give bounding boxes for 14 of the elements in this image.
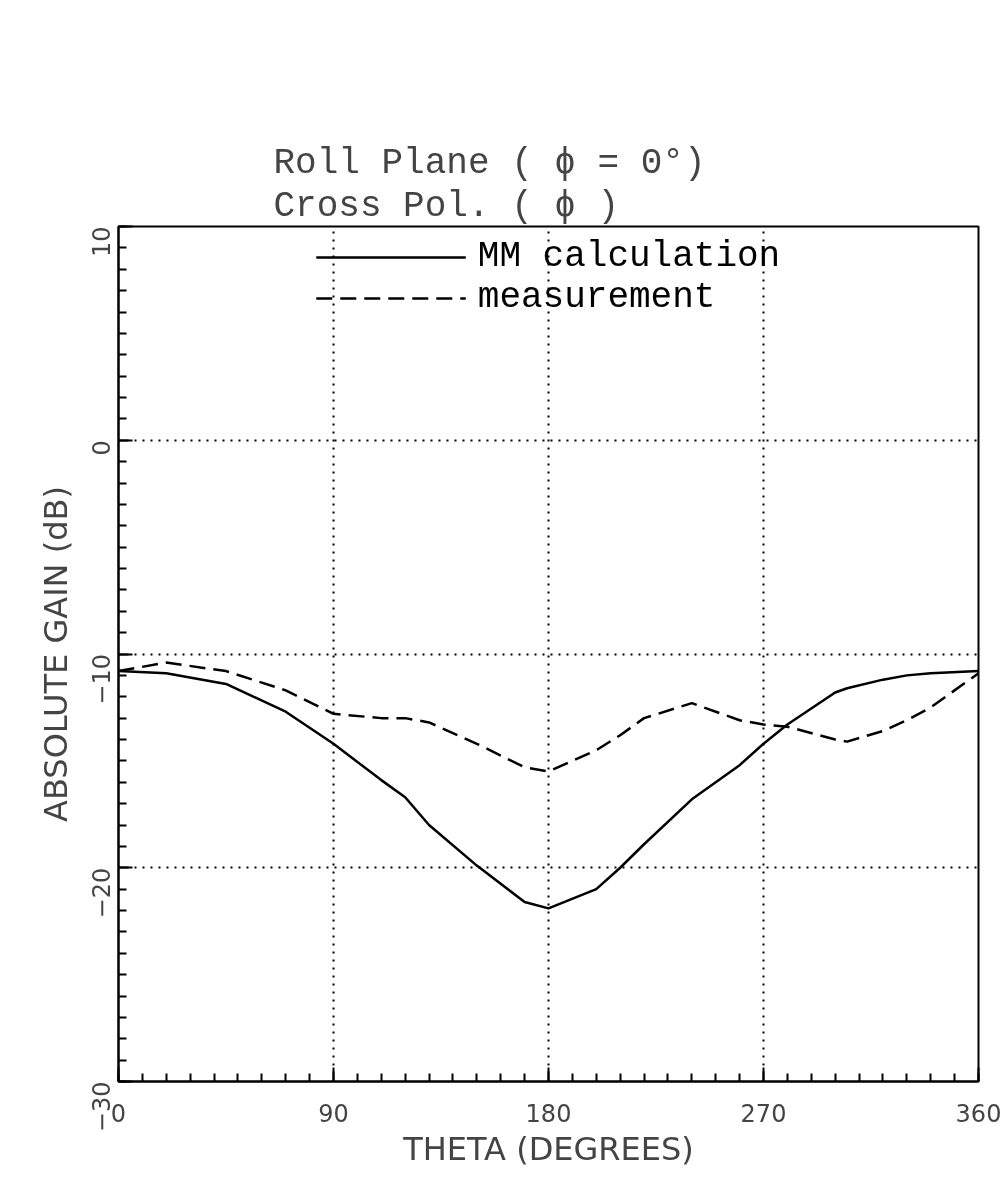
- chart-subtitle: Cross Pol. ( ϕ ): [273, 185, 620, 227]
- x-axis-title: THETA (DEGREES): [402, 1129, 694, 1168]
- legend-label: measurement: [477, 277, 716, 318]
- x-tick-label: 90: [318, 1099, 349, 1128]
- legend-label: MM calculation: [477, 236, 781, 277]
- y-axis-title: ABSOLUTE GAIN (dB): [36, 486, 75, 822]
- x-tick-label: 360: [955, 1099, 1002, 1128]
- x-tick-label: 270: [740, 1099, 787, 1128]
- chart-title: Roll Plane ( ϕ = 0°): [273, 142, 706, 184]
- x-tick-label: 180: [525, 1099, 572, 1128]
- y-tick-label: −20: [87, 867, 116, 919]
- y-tick-label: −10: [87, 653, 116, 705]
- y-tick-label: 10: [87, 226, 116, 258]
- y-tick-label: 0: [87, 440, 116, 456]
